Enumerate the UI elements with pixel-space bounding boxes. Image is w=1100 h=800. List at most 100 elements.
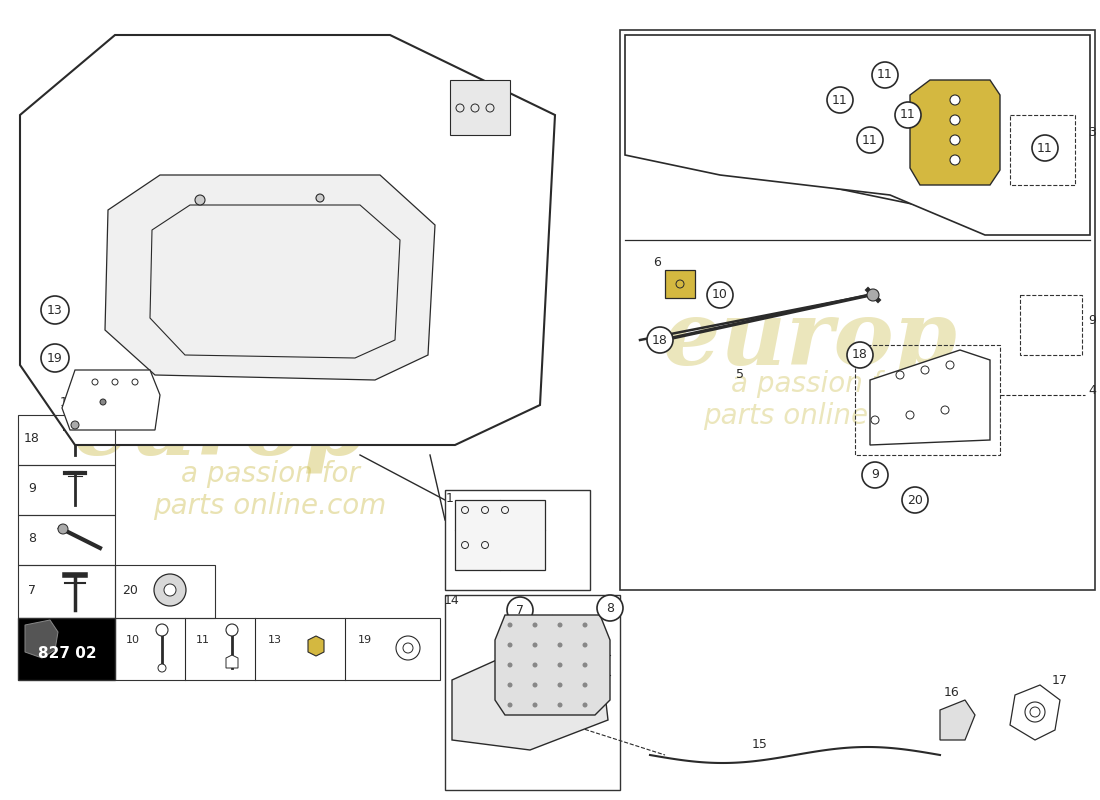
Circle shape [558,622,562,627]
Text: 11: 11 [862,134,878,146]
Polygon shape [625,35,1090,235]
Bar [1010,115,1075,185]
Text: 3: 3 [1088,126,1096,138]
Polygon shape [62,370,160,430]
Text: 6: 6 [653,255,661,269]
Polygon shape [104,175,435,380]
Text: a passion for
parts online.com: a passion for parts online.com [703,370,936,430]
Text: 16: 16 [944,686,960,699]
Circle shape [583,702,587,707]
Bar [446,490,590,590]
Text: 18: 18 [24,431,40,445]
Text: 19: 19 [358,635,372,645]
Bar [855,345,1000,455]
Text: 7: 7 [516,603,524,617]
Text: 1: 1 [447,491,454,505]
Polygon shape [226,655,238,668]
Circle shape [154,574,186,606]
Text: 19: 19 [47,351,63,365]
Text: 8: 8 [28,531,36,545]
Circle shape [558,642,562,647]
Circle shape [895,102,921,128]
Polygon shape [20,35,555,445]
Text: 9: 9 [29,482,36,494]
Text: 11: 11 [1037,142,1053,154]
Text: 10: 10 [712,289,728,302]
Circle shape [558,682,562,687]
Text: 11: 11 [877,69,893,82]
Circle shape [950,135,960,145]
Text: 13: 13 [268,635,282,645]
Bar [18,465,116,515]
Text: 20: 20 [122,583,138,597]
Circle shape [583,682,587,687]
Text: 9: 9 [871,469,879,482]
Circle shape [226,624,238,636]
Text: 10: 10 [126,635,140,645]
Text: 11: 11 [196,635,210,645]
Text: 18: 18 [652,334,668,346]
Text: 8: 8 [606,602,614,614]
Circle shape [558,662,562,667]
Circle shape [827,87,853,113]
Circle shape [507,682,513,687]
Bar [18,515,116,565]
Bar [455,500,544,570]
Text: 11: 11 [832,94,848,106]
Circle shape [316,194,324,202]
Text: 4: 4 [1088,383,1096,397]
Polygon shape [452,645,608,750]
Text: 827 02: 827 02 [37,646,97,661]
Circle shape [597,595,623,621]
Bar [1020,295,1082,355]
Circle shape [532,702,538,707]
Bar [18,565,116,618]
Text: europ: europ [73,386,367,474]
Circle shape [532,662,538,667]
Circle shape [647,327,673,353]
Circle shape [158,664,166,672]
Circle shape [507,597,534,623]
Circle shape [583,622,587,627]
Circle shape [862,462,888,488]
Circle shape [58,524,68,534]
Circle shape [902,487,928,513]
Circle shape [507,702,513,707]
Bar [116,618,440,680]
Circle shape [1032,135,1058,161]
Text: 14: 14 [444,594,460,606]
Circle shape [164,584,176,596]
Bar [446,595,620,790]
Circle shape [532,682,538,687]
Polygon shape [1010,685,1060,740]
Circle shape [950,95,960,105]
Bar [620,30,1094,590]
Text: 17: 17 [1052,674,1068,686]
Text: europ: europ [663,297,957,383]
Bar [18,618,116,680]
Polygon shape [25,620,58,658]
Circle shape [532,642,538,647]
Text: 13: 13 [47,303,63,317]
Text: 5: 5 [736,369,744,382]
Circle shape [950,155,960,165]
Circle shape [857,127,883,153]
Circle shape [156,624,168,636]
Circle shape [72,421,79,429]
Circle shape [532,622,538,627]
Bar [450,80,510,135]
Circle shape [847,342,873,368]
Text: 12: 12 [60,395,76,409]
Polygon shape [910,80,1000,185]
Bar [116,565,214,618]
Circle shape [507,662,513,667]
Text: 20: 20 [908,494,923,506]
Polygon shape [495,615,610,715]
Circle shape [867,289,879,301]
Circle shape [403,643,412,653]
Circle shape [195,195,205,205]
Circle shape [583,662,587,667]
Polygon shape [308,636,324,656]
Circle shape [396,636,420,660]
Circle shape [41,296,69,324]
